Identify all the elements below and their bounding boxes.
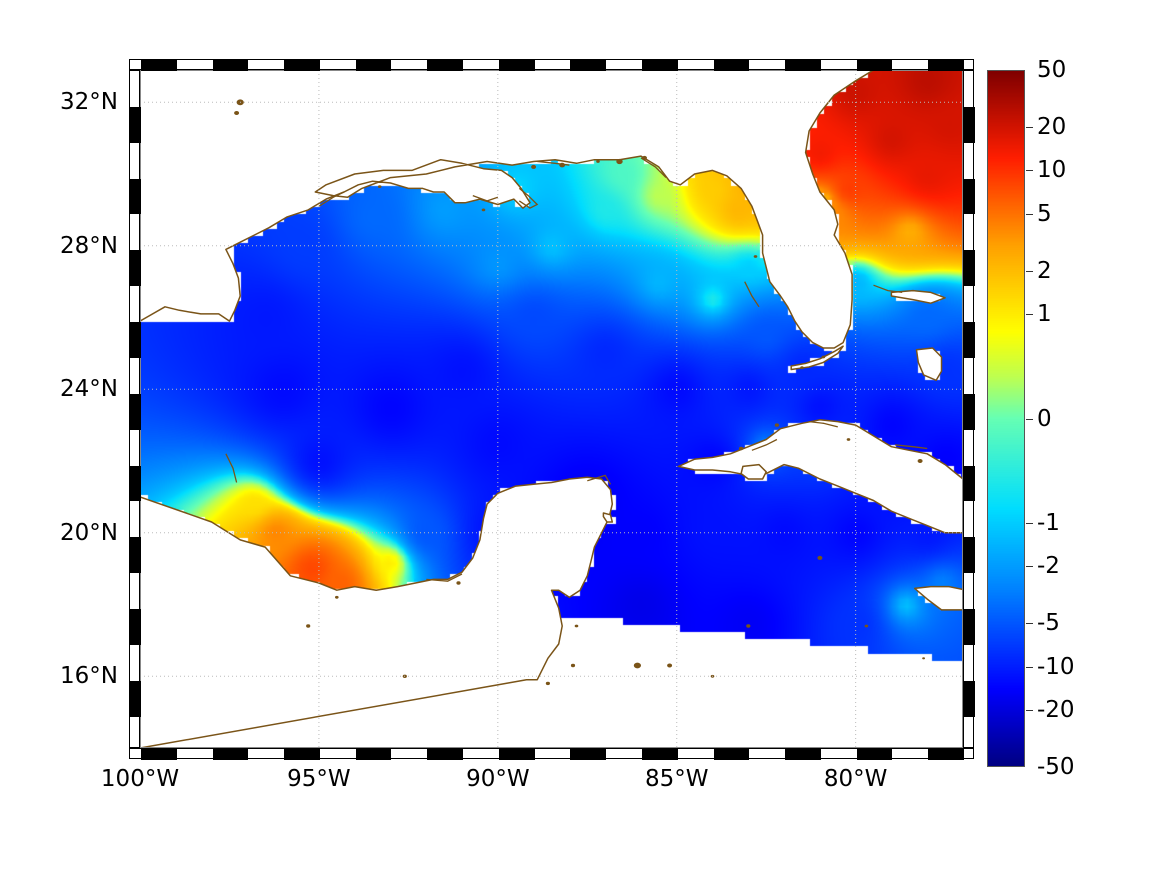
y-tick-24°N: 24°N [60, 376, 118, 403]
colorbar-tick-label--5: -5 [1037, 610, 1060, 637]
islet-31 [377, 185, 382, 188]
colorbar-tick-label-0: 0 [1037, 405, 1052, 432]
islet-4 [559, 162, 566, 168]
islet-8 [846, 438, 851, 441]
colorbar[interactable] [987, 70, 1025, 767]
coastline-detail-7 [751, 438, 778, 451]
colorbar-tick-mark--1 [1026, 523, 1033, 524]
islet-3 [642, 155, 647, 160]
coastline-floridaKeys [790, 345, 844, 371]
coastline-detail-0 [518, 187, 539, 209]
islet-26 [821, 355, 826, 359]
colorbar-tick-mark-5 [1026, 213, 1033, 215]
islet-29 [596, 160, 600, 163]
colorbar-tick-mark-2 [1026, 270, 1033, 272]
coastline-bahamasGrand [890, 289, 946, 304]
y-tick-28°N: 28°N [60, 232, 118, 259]
colorbar-tick-mark--10 [1026, 666, 1033, 668]
islet-25 [922, 657, 925, 660]
axis-frame-top [129, 59, 974, 71]
islet-18 [306, 624, 311, 628]
islet-7 [739, 446, 744, 451]
y-tick-20°N: 20°N [60, 519, 118, 546]
coastline-detail-9 [809, 420, 838, 428]
graticule-grid-layer [140, 70, 963, 748]
coastline-detail-3 [744, 281, 760, 308]
colorbar-tick-mark-1 [1026, 313, 1033, 315]
islet-5 [531, 164, 537, 169]
islet-28 [753, 255, 758, 258]
colorbar-tick-mark-10 [1026, 170, 1033, 172]
colorbar-tick-mark-20 [1026, 127, 1033, 129]
colorbar-tick-label-2: 2 [1037, 257, 1052, 284]
coastline-layer [140, 70, 963, 748]
coastline-detail-8 [894, 444, 928, 450]
coastline-detail-12 [873, 284, 903, 294]
colorbar-tick-label-20: 20 [1037, 114, 1067, 141]
colorbar-tick-label-10: 10 [1037, 157, 1067, 184]
islet-21 [633, 662, 641, 669]
axis-frame-right [963, 70, 975, 748]
islet-17 [335, 595, 339, 599]
islet-2 [616, 158, 623, 165]
islet-13 [746, 624, 751, 628]
islet-22 [667, 663, 673, 668]
colorbar-tick-mark--5 [1026, 623, 1033, 625]
islet-27 [800, 366, 804, 370]
islet-14 [574, 624, 579, 628]
colorbar-tick-label-50: 50 [1037, 57, 1067, 83]
coastline-detail-5 [225, 453, 238, 483]
coastline-cozumel [602, 512, 614, 523]
y-tick-32°N: 32°N [60, 89, 118, 116]
coastline-bahamasAndros [915, 347, 943, 382]
coastline-mexicoSouth [140, 476, 614, 748]
colorbar-tick-label--2: -2 [1037, 553, 1060, 580]
colorbar-tick-mark--20 [1026, 709, 1033, 711]
colorbar-tick-label--50: -50 [1037, 754, 1075, 780]
islet-20 [545, 681, 550, 686]
x-tick-80°W: 80°W [823, 766, 888, 792]
x-tick-100°W: 100°W [100, 766, 180, 792]
islet-1 [234, 111, 240, 115]
colorbar-tick-mark-0 [1026, 418, 1033, 420]
coastline-jamaica [913, 585, 963, 611]
x-tick-95°W: 95°W [287, 766, 351, 792]
axis-frame-left [129, 70, 141, 748]
axis-frame-bottom [129, 748, 974, 760]
islet-15 [570, 663, 576, 668]
islet-30 [481, 208, 486, 212]
islet-9 [917, 459, 923, 463]
coastline-detail-1 [318, 191, 345, 207]
coastline-detail-4 [587, 474, 612, 485]
coastline-detail-6 [426, 573, 463, 582]
colorbar-gradient [988, 71, 1024, 766]
x-tick-85°W: 85°W [644, 766, 709, 792]
coastline-detail-10 [640, 157, 667, 179]
map-plot-area[interactable] [140, 70, 963, 748]
islet-12 [817, 555, 823, 560]
colorbar-tick-label--10: -10 [1037, 653, 1075, 680]
coastline-isleOfYouth [740, 463, 767, 480]
islet-24 [864, 624, 869, 628]
coastline-northAmerica [140, 70, 875, 349]
y-tick-16°N: 16°N [60, 663, 118, 690]
coastline-detail-2 [472, 194, 499, 202]
colorbar-tick-mark--2 [1026, 566, 1033, 568]
colorbar-tick-label-1: 1 [1037, 300, 1052, 327]
colorbar-tick-label--20: -20 [1037, 696, 1075, 723]
x-tick-90°W: 90°W [466, 766, 530, 792]
islet-16 [456, 581, 461, 585]
islet-6 [774, 423, 780, 427]
map-plot-inner [140, 70, 963, 748]
colorbar-tick-label--1: -1 [1037, 510, 1060, 536]
colorbar-tick-label-5: 5 [1037, 200, 1052, 227]
